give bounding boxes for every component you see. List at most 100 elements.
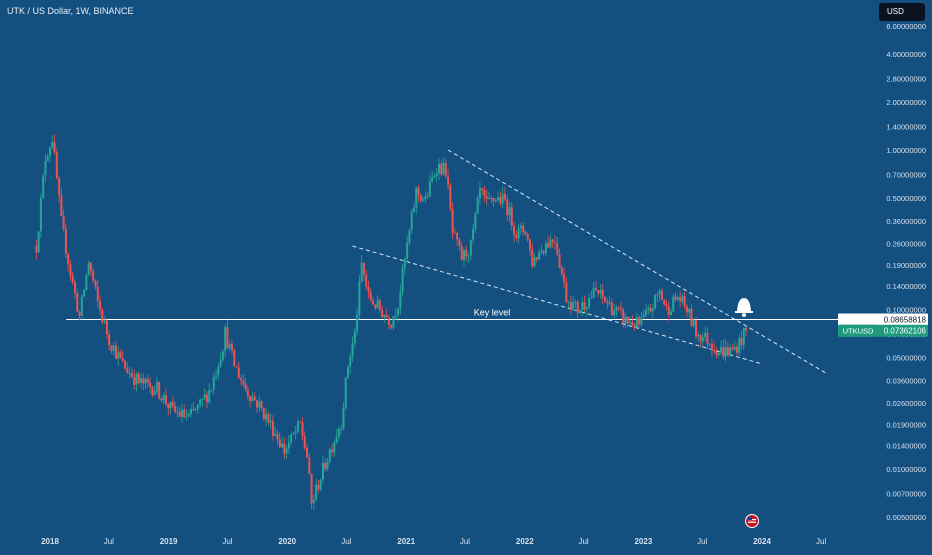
candle-body xyxy=(460,246,463,260)
candle xyxy=(542,249,545,256)
x-tick-label: 2021 xyxy=(397,537,415,546)
candle-body xyxy=(401,267,404,292)
candle xyxy=(508,202,511,223)
candle-body xyxy=(722,347,725,357)
candle xyxy=(654,294,657,311)
candle xyxy=(139,373,142,390)
candle-body xyxy=(287,442,290,449)
candle xyxy=(335,429,338,444)
candle xyxy=(192,401,195,412)
candle-body xyxy=(437,163,440,174)
candle-body xyxy=(321,462,324,480)
candle-body xyxy=(524,231,527,234)
candle-body xyxy=(569,302,572,310)
candle xyxy=(533,252,536,268)
candle xyxy=(499,191,502,207)
candle xyxy=(246,385,249,401)
candle-body xyxy=(442,162,445,175)
y-tick-label: 2.00000000 xyxy=(886,98,926,107)
candle xyxy=(226,319,229,350)
currency-button[interactable]: USD xyxy=(879,3,925,21)
candle-body xyxy=(269,420,272,423)
candle xyxy=(126,362,129,374)
candle-body xyxy=(449,185,452,209)
candle xyxy=(221,349,224,363)
candle xyxy=(451,202,454,240)
candle-body xyxy=(187,414,190,417)
candle xyxy=(610,298,613,316)
candle xyxy=(444,158,447,179)
candle xyxy=(244,377,247,392)
candle-body xyxy=(299,421,302,423)
symbol-badge xyxy=(840,324,876,337)
candle-body xyxy=(306,447,309,458)
candle xyxy=(635,312,638,329)
candle-body xyxy=(367,286,370,292)
candle-body xyxy=(251,396,254,402)
candle-body xyxy=(699,334,702,342)
candle-body xyxy=(522,225,525,232)
candle-body xyxy=(745,327,748,331)
candle-body xyxy=(331,449,334,453)
candle xyxy=(556,236,559,256)
candle xyxy=(83,288,86,298)
candle xyxy=(369,288,372,302)
candle-body xyxy=(467,255,470,257)
candle xyxy=(403,257,406,275)
candle-body xyxy=(96,286,99,301)
candle-body xyxy=(112,345,115,351)
candle-body xyxy=(87,262,90,275)
candle xyxy=(240,374,243,386)
candle xyxy=(258,395,261,413)
candle-body xyxy=(581,302,584,310)
candle-body xyxy=(139,378,142,383)
candle-body xyxy=(608,302,611,304)
candle xyxy=(349,353,352,374)
candle xyxy=(397,307,400,323)
candle xyxy=(735,343,738,356)
candle xyxy=(644,303,647,318)
candle xyxy=(613,304,616,319)
candle-body xyxy=(667,305,670,315)
key-level-group: Key level xyxy=(66,307,838,320)
candle-body xyxy=(219,359,222,367)
candle-body xyxy=(210,389,213,391)
candle-body xyxy=(303,436,306,448)
candle xyxy=(453,228,456,235)
candle xyxy=(567,300,570,309)
candle-body xyxy=(626,316,629,323)
candle xyxy=(151,385,154,398)
candle-body xyxy=(683,296,686,307)
candle-body xyxy=(549,239,552,248)
candle-body xyxy=(708,343,711,345)
candle-body xyxy=(469,239,472,256)
candle-body xyxy=(308,457,311,474)
candle xyxy=(437,157,440,181)
candle xyxy=(233,348,236,367)
candle xyxy=(362,262,365,282)
candle-body xyxy=(162,394,165,401)
candle xyxy=(205,390,208,409)
candle-body xyxy=(353,331,356,344)
candle-body xyxy=(640,317,643,325)
candle-body xyxy=(463,250,466,260)
candle xyxy=(271,414,274,442)
x-tick-label: Jul xyxy=(104,537,114,546)
x-tick-label: 2019 xyxy=(160,537,178,546)
candle-body xyxy=(465,250,468,257)
candle xyxy=(560,265,563,278)
candle xyxy=(194,407,197,412)
candle xyxy=(638,315,641,328)
candle-body xyxy=(676,297,679,300)
candle xyxy=(412,202,415,213)
candle-body xyxy=(344,377,347,408)
candle-body xyxy=(476,198,479,214)
candle xyxy=(583,295,586,313)
candle xyxy=(497,191,500,203)
candle xyxy=(524,229,527,236)
candle-body xyxy=(458,239,461,247)
candle xyxy=(522,221,525,237)
candle xyxy=(740,330,743,350)
